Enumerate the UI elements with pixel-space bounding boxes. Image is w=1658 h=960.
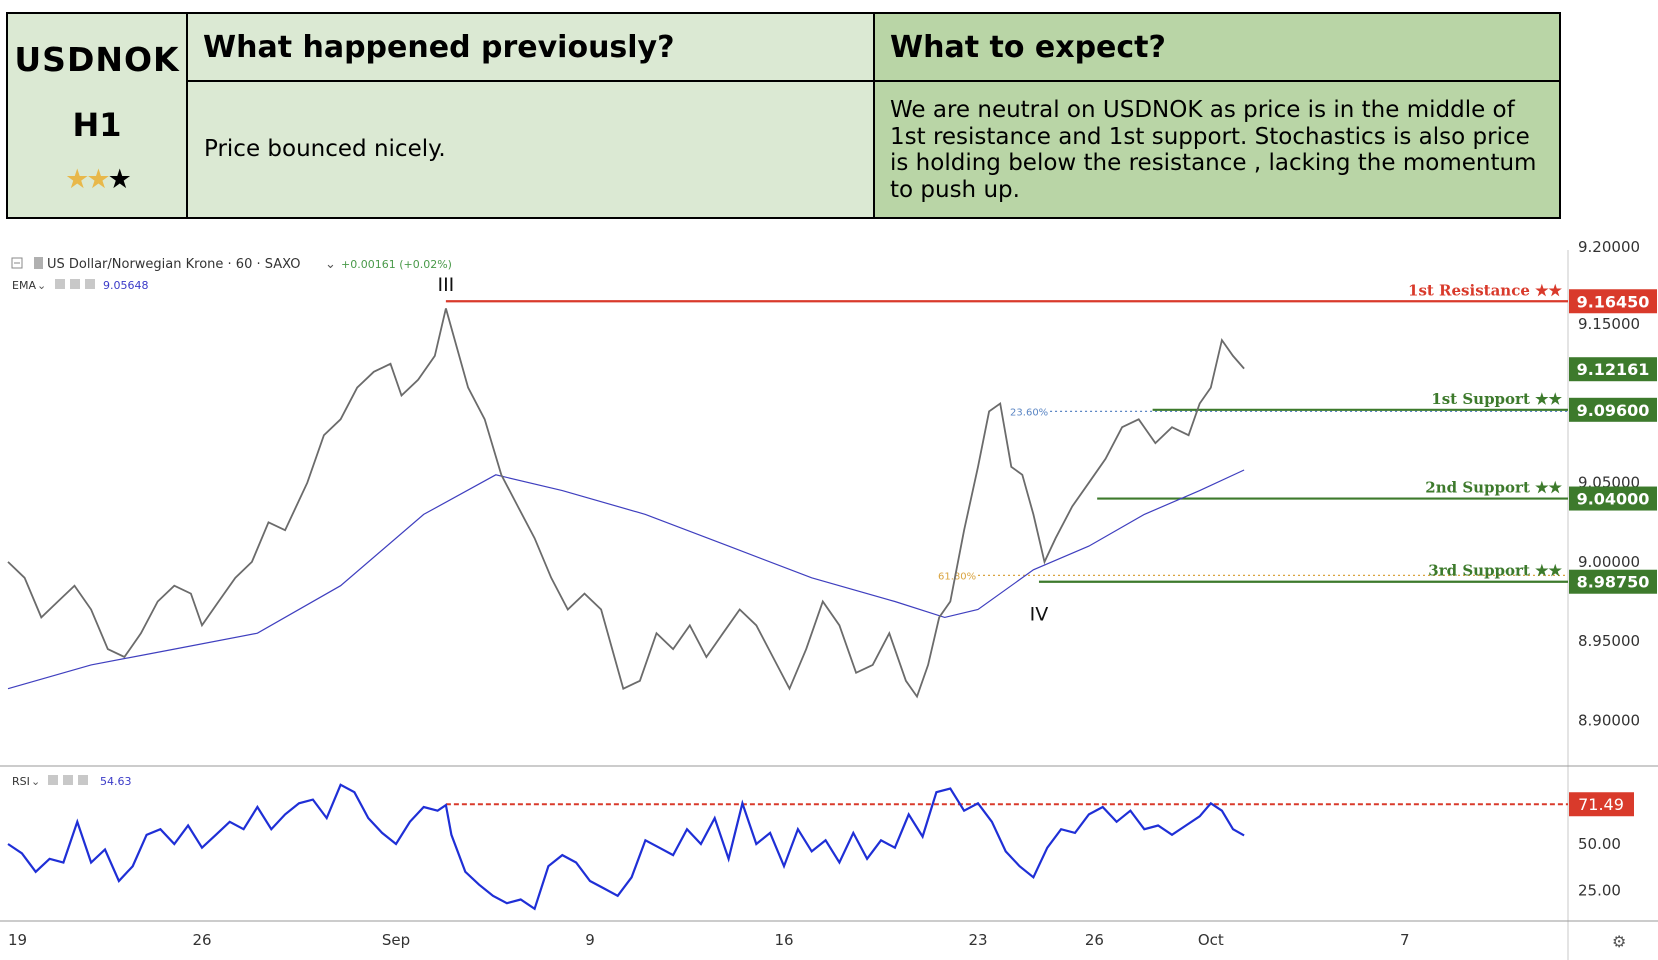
ema-remove-icon[interactable] xyxy=(85,279,95,289)
time-tick-label: 9 xyxy=(585,931,595,949)
level-price-label: 9.16450 xyxy=(1577,292,1650,311)
current-price-tag: 9.12161 xyxy=(1569,357,1657,382)
time-tick-label: Sep xyxy=(382,931,410,949)
price-series-line[interactable] xyxy=(7,308,1245,699)
price-chart[interactable]: US Dollar/Norwegian Krone · 60 · SAXO ⌄ … xyxy=(0,225,1658,960)
rating-star-icon: ★ xyxy=(86,164,110,195)
ema-line[interactable] xyxy=(7,469,1245,690)
current-price-label: 9.12161 xyxy=(1577,360,1650,379)
rating-stars: ★★★ xyxy=(8,164,186,195)
price-tick-label: 9.00000 xyxy=(1578,553,1640,571)
level-price-tag xyxy=(1569,486,1657,511)
wave-labels: III IV xyxy=(437,274,1048,626)
wave-label: III xyxy=(437,274,454,296)
level-label: 1st Resistance ★★ xyxy=(1408,281,1563,299)
support-resistance-levels[interactable]: 1st Resistance ★★ 9.16450 1st Support ★★ 9.… xyxy=(445,281,1657,594)
previous-heading: What happened previously? xyxy=(203,30,675,65)
expect-text: We are neutral on USDNOK as price is in … xyxy=(890,97,1537,203)
price-tick-label: 8.95000 xyxy=(1578,632,1640,650)
rsi-tick-label: 25.00 xyxy=(1578,881,1621,899)
level-price-tag xyxy=(1569,569,1657,594)
chart-title[interactable]: US Dollar/Norwegian Krone · 60 · SAXO xyxy=(47,257,300,272)
price-change: +0.00161 (+0.02%) xyxy=(341,258,452,271)
settings-gear-icon[interactable]: ⚙ xyxy=(1612,932,1626,951)
time-tick-label: 16 xyxy=(774,931,793,949)
timeframe-label: H1 xyxy=(72,106,122,144)
rsi-label[interactable]: RSI xyxy=(12,775,30,788)
fib-label: 23.60% xyxy=(1010,407,1048,418)
time-tick-label: Oct xyxy=(1198,931,1224,949)
level-label: 2nd Support ★★ xyxy=(1425,479,1562,497)
price-tick-label: 9.20000 xyxy=(1578,238,1640,256)
ema-chevron-icon[interactable]: ⌄ xyxy=(37,279,46,292)
fib-retracement[interactable]: 23.60% 61.80% xyxy=(938,407,1568,582)
level-price-tag xyxy=(1569,397,1657,422)
rsi-overbought-label: 71.49 xyxy=(1578,795,1624,814)
rsi-visibility-icon[interactable] xyxy=(48,775,58,785)
expect-heading: What to expect? xyxy=(890,30,1166,65)
chart-legend: US Dollar/Norwegian Krone · 60 · SAXO ⌄ … xyxy=(11,257,452,292)
symbol-cell: USDNOK H1 ★★★ xyxy=(8,14,188,217)
rating-star-empty-icon: ★ xyxy=(107,164,132,195)
price-axis[interactable]: 9.150009.050009.000008.950008.900009.200… xyxy=(1578,238,1640,729)
time-tick-label: 26 xyxy=(1085,931,1104,949)
rsi-tick-label: 50.00 xyxy=(1578,835,1621,853)
rsi-remove-icon[interactable] xyxy=(78,775,88,785)
current-price-box xyxy=(1569,357,1657,382)
rsi-chevron-icon[interactable]: ⌄ xyxy=(31,775,40,788)
level-price-label: 9.04000 xyxy=(1577,490,1650,509)
price-tick-label: 9.15000 xyxy=(1578,315,1640,333)
ema-settings-icon[interactable] xyxy=(70,279,80,289)
price-tick-label: 8.90000 xyxy=(1578,711,1640,729)
level-label: 3rd Support ★★ xyxy=(1428,562,1562,580)
previous-heading-cell: What happened previously? xyxy=(188,14,875,82)
rsi-axis: 50.00 25.00 xyxy=(1578,835,1621,899)
ema-value: 9.05648 xyxy=(103,279,149,292)
rsi-settings-icon[interactable] xyxy=(63,775,73,785)
fib-label: 61.80% xyxy=(938,571,976,582)
wave-label: IV xyxy=(1030,604,1049,626)
time-tick-label: 23 xyxy=(968,931,987,949)
level-label: 1st Support ★★ xyxy=(1431,390,1562,408)
symbol-label: USDNOK xyxy=(14,40,180,79)
ema-label[interactable]: EMA xyxy=(12,279,36,292)
level-price-label: 8.98750 xyxy=(1577,573,1650,592)
ema-visibility-icon[interactable] xyxy=(55,279,65,289)
previous-text: Price bounced nicely. xyxy=(204,136,446,162)
rsi-legend: RSI ⌄ 54.63 xyxy=(12,775,132,788)
time-tick-label: 19 xyxy=(8,931,27,949)
symbol-flag-icon xyxy=(34,257,43,269)
time-tick-label: 7 xyxy=(1400,931,1410,949)
expect-heading-cell: What to expect? xyxy=(875,14,1559,82)
expect-body-cell: We are neutral on USDNOK as price is in … xyxy=(875,82,1559,217)
level-price-label: 9.09600 xyxy=(1577,401,1650,420)
previous-body-cell: Price bounced nicely. xyxy=(188,82,875,217)
rsi-value: 54.63 xyxy=(100,775,132,788)
collapse-icon[interactable] xyxy=(11,257,23,269)
rsi-line[interactable] xyxy=(7,783,1245,911)
rating-star-icon: ★ xyxy=(65,164,89,195)
rsi-overbought-tag xyxy=(1569,792,1634,817)
time-tick-label: 26 xyxy=(192,931,211,949)
chart-title-chevron-icon[interactable]: ⌄ xyxy=(325,257,336,272)
level-price-tag xyxy=(1569,289,1657,314)
rsi-overbought-line[interactable]: 71.49 xyxy=(445,792,1634,817)
time-axis[interactable]: 19 26 Sep 9 16 23 26 Oct 7 xyxy=(8,931,1410,949)
analysis-header-table: USDNOK H1 ★★★ What happened previously? … xyxy=(6,12,1561,219)
